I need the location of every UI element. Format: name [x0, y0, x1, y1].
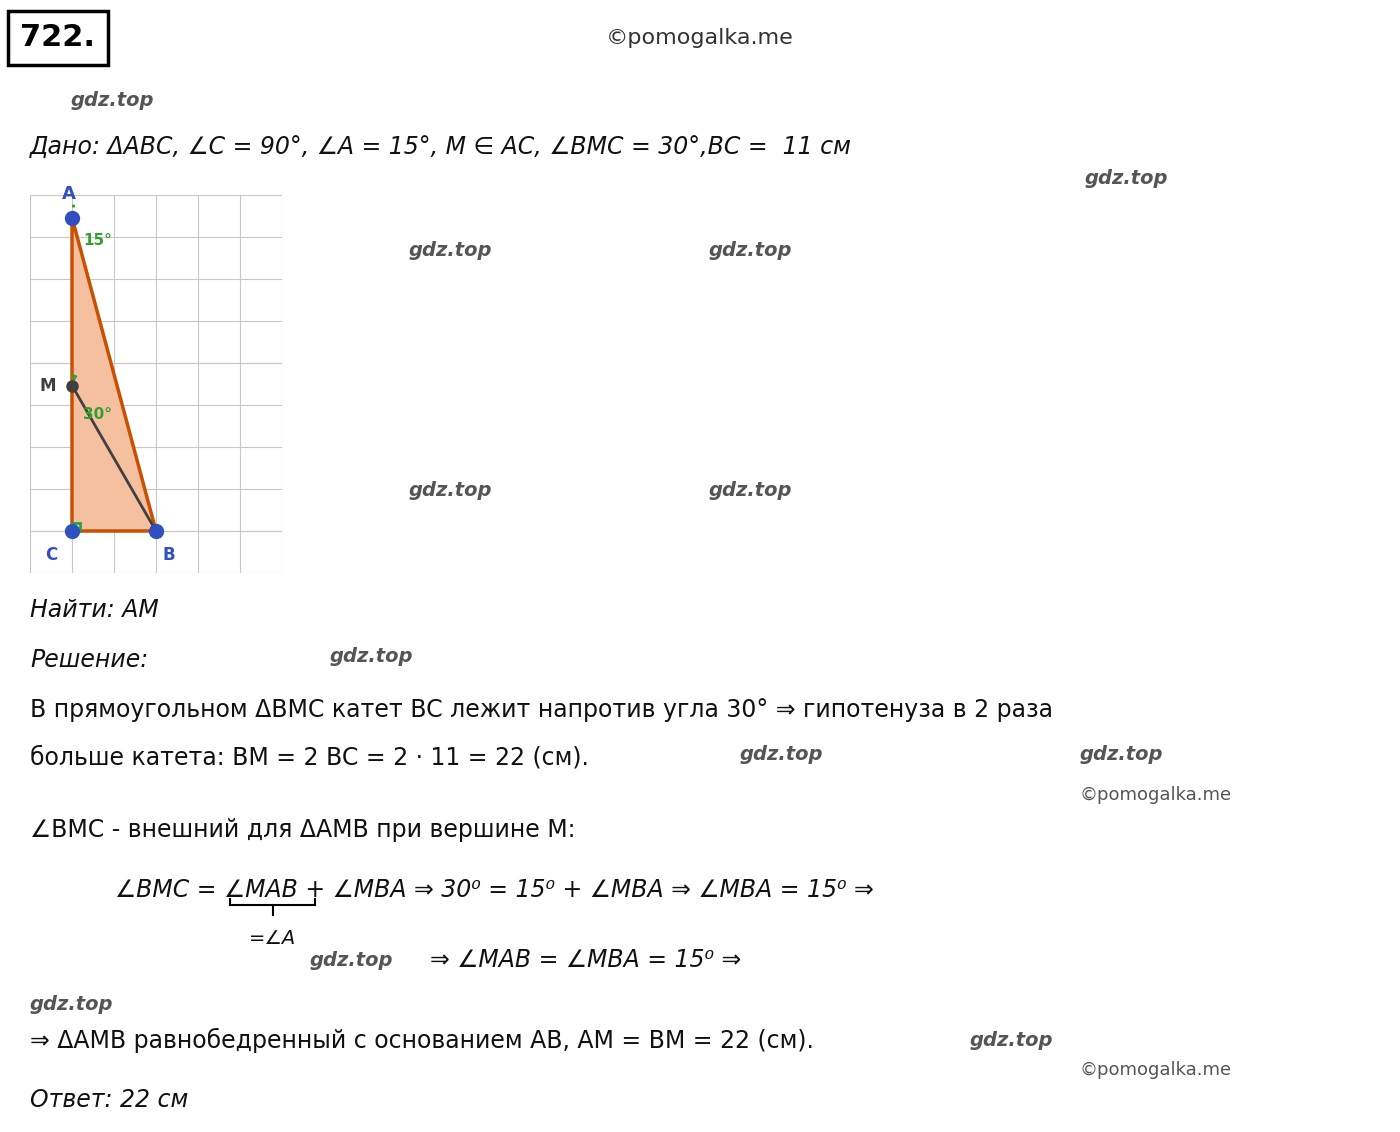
Text: gdz.top: gdz.top — [70, 91, 154, 110]
Text: Найти: AM: Найти: AM — [29, 598, 158, 621]
Text: gdz.top: gdz.top — [309, 951, 393, 969]
Polygon shape — [71, 217, 155, 531]
Text: gdz.top: gdz.top — [409, 240, 491, 259]
Text: ©pomogalka.me: ©pomogalka.me — [606, 28, 794, 48]
Text: ©pomogalka.me: ©pomogalka.me — [1079, 1061, 1232, 1079]
Text: gdz.top: gdz.top — [741, 746, 823, 764]
Text: gdz.top: gdz.top — [330, 646, 413, 666]
Text: ∠BMC = ∠MAB + ∠MBA ⇒ 30⁰ = 15⁰ + ∠MBA ⇒ ∠MBA = 15⁰ ⇒: ∠BMC = ∠MAB + ∠MBA ⇒ 30⁰ = 15⁰ + ∠MBA ⇒ … — [115, 878, 874, 902]
Polygon shape — [71, 523, 80, 531]
Text: gdz.top: gdz.top — [409, 480, 491, 499]
Text: ∠BMC - внешний для ΔAMB при вершине M:: ∠BMC - внешний для ΔAMB при вершине M: — [29, 818, 575, 842]
Text: C: C — [45, 546, 57, 564]
Text: M: M — [39, 377, 56, 395]
Text: Решение:: Решение: — [29, 648, 148, 672]
Text: gdz.top: gdz.top — [708, 240, 792, 259]
Text: gdz.top: gdz.top — [1079, 746, 1163, 764]
Text: 722.: 722. — [21, 24, 95, 52]
Text: gdz.top: gdz.top — [29, 995, 113, 1014]
Text: Ответ: 22 см: Ответ: 22 см — [29, 1088, 189, 1112]
Text: 15°: 15° — [84, 233, 112, 248]
Text: ©pomogalka.me: ©pomogalka.me — [1079, 786, 1232, 804]
Text: gdz.top: gdz.top — [970, 1030, 1053, 1049]
Text: A: A — [62, 185, 76, 203]
Text: ⇒ ∠MAB = ∠MBA = 15⁰ ⇒: ⇒ ∠MAB = ∠MBA = 15⁰ ⇒ — [430, 947, 741, 972]
Text: больше катета: BM = 2 BC = 2 · 11 = 22 (см).: больше катета: BM = 2 BC = 2 · 11 = 22 (… — [29, 746, 589, 770]
Text: B: B — [162, 546, 175, 564]
Text: gdz.top: gdz.top — [1085, 169, 1169, 188]
Text: В прямоугольном ΔBMC катет BC лежит напротив угла 30° ⇒ гипотенуза в 2 раза: В прямоугольном ΔBMC катет BC лежит напр… — [29, 698, 1053, 722]
Text: =∠A: =∠A — [249, 929, 297, 947]
Text: gdz.top: gdz.top — [708, 480, 792, 499]
Text: ⇒ ΔAMB равнобедренный с основанием AB, AM = BM = 22 (см).: ⇒ ΔAMB равнобедренный с основанием AB, A… — [29, 1028, 813, 1053]
Text: 30°: 30° — [83, 408, 112, 422]
Text: Дано: ΔABC, ∠C = 90°, ∠A = 15°, M ∈ AC, ∠BMC = 30°,BC =  11 см: Дано: ΔABC, ∠C = 90°, ∠A = 15°, M ∈ AC, … — [29, 136, 853, 160]
